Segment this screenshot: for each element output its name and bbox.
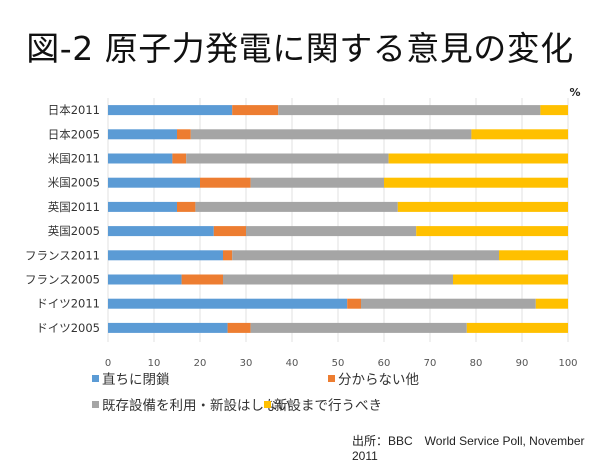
- bar-segment: [108, 298, 348, 309]
- category-label: ドイツ2005: [36, 321, 100, 335]
- bar-segment: [108, 201, 177, 212]
- bar-segment: [397, 201, 568, 212]
- chart-title: 図-2 原子力発電に関する意見の変化: [26, 29, 574, 68]
- bar-segment: [223, 274, 453, 285]
- category-label: 英国2005: [48, 224, 100, 238]
- bars: [108, 105, 568, 333]
- bar-segment: [453, 274, 568, 285]
- bar-segment: [108, 322, 228, 333]
- unit-label: %: [569, 86, 580, 99]
- category-label: フランス2005: [25, 273, 100, 287]
- bar-segment: [347, 298, 361, 309]
- category-label: 英国2011: [48, 200, 100, 214]
- bar-segment: [181, 274, 223, 285]
- x-tick-label: 10: [148, 358, 161, 369]
- bar-segment: [108, 226, 214, 237]
- x-tick-label: 0: [105, 358, 111, 369]
- bar-segment: [200, 177, 251, 188]
- x-axis-ticks: 0 10 20 30 40 50 60 70 80 90 100: [105, 358, 578, 369]
- bar-segment: [540, 105, 568, 116]
- bar-segment: [499, 250, 568, 261]
- bar-segment: [232, 250, 499, 261]
- bar-segment: [108, 105, 233, 116]
- x-tick-label: 30: [240, 358, 253, 369]
- x-tick-label: 100: [558, 358, 577, 369]
- bar-segment: [177, 201, 196, 212]
- bar-segment: [108, 177, 200, 188]
- source-note: 出所：BBC World Service Poll, November 2011: [352, 434, 585, 463]
- bar-segment: [227, 322, 251, 333]
- category-label: 日本2005: [48, 127, 100, 141]
- bar-segment: [223, 250, 233, 261]
- x-tick-label: 50: [332, 358, 345, 369]
- category-label: 米国2011: [48, 152, 100, 166]
- bar-segment: [108, 274, 182, 285]
- x-tick-label: 40: [286, 358, 299, 369]
- bar-segment: [108, 129, 177, 140]
- legend-item: 直ちに閉鎖: [92, 372, 170, 388]
- bar-segment: [278, 105, 541, 116]
- x-tick-label: 70: [424, 358, 437, 369]
- legend-swatch: [92, 401, 99, 408]
- bar-segment: [195, 201, 398, 212]
- bar-segment: [250, 322, 467, 333]
- bar-segment: [384, 177, 568, 188]
- bar-segment: [388, 153, 568, 164]
- legend-item: 既存設備を利用・新設はしない: [92, 398, 291, 414]
- legend-label: 既存設備を利用・新設はしない: [102, 398, 291, 414]
- bar-segment: [172, 153, 187, 164]
- legend-swatch: [264, 401, 271, 408]
- legend-label: 直ちに閉鎖: [102, 372, 170, 388]
- bar-segment: [213, 226, 246, 237]
- bar-segment: [416, 226, 568, 237]
- legend-item: 分からない他: [328, 372, 419, 388]
- bar-segment: [108, 250, 223, 261]
- category-label: ドイツ2011: [36, 297, 100, 311]
- bar-segment: [250, 177, 384, 188]
- bar-segment: [177, 129, 191, 140]
- bar-segment: [190, 129, 472, 140]
- x-tick-label: 60: [378, 358, 391, 369]
- legend-swatch: [92, 375, 99, 382]
- bar-segment: [466, 322, 568, 333]
- bar-segment: [535, 298, 568, 309]
- bar-segment: [232, 105, 279, 116]
- bar-segment: [108, 153, 173, 164]
- x-tick-label: 90: [516, 358, 529, 369]
- x-tick-label: 80: [470, 358, 483, 369]
- bar-segment: [186, 153, 389, 164]
- x-tick-label: 20: [194, 358, 207, 369]
- category-label: 日本2011: [48, 103, 100, 117]
- stacked-bar-chart: 日本2011 日本2005 米国2011 米国2005 英国2011 英国2005 フランス…: [25, 86, 581, 414]
- category-labels: 日本2011 日本2005 米国2011 米国2005 英国2011 英国2005 フランス…: [25, 103, 100, 335]
- legend-label: 新設まで行うべき: [274, 398, 382, 414]
- category-label: 米国2005: [48, 176, 100, 190]
- legend-label: 分からない他: [338, 372, 419, 388]
- legend-item: 新設まで行うべき: [264, 398, 382, 414]
- bar-segment: [246, 226, 417, 237]
- legend-swatch: [328, 375, 335, 382]
- category-label: フランス2011: [25, 248, 100, 262]
- bar-segment: [471, 129, 568, 140]
- bar-segment: [361, 298, 536, 309]
